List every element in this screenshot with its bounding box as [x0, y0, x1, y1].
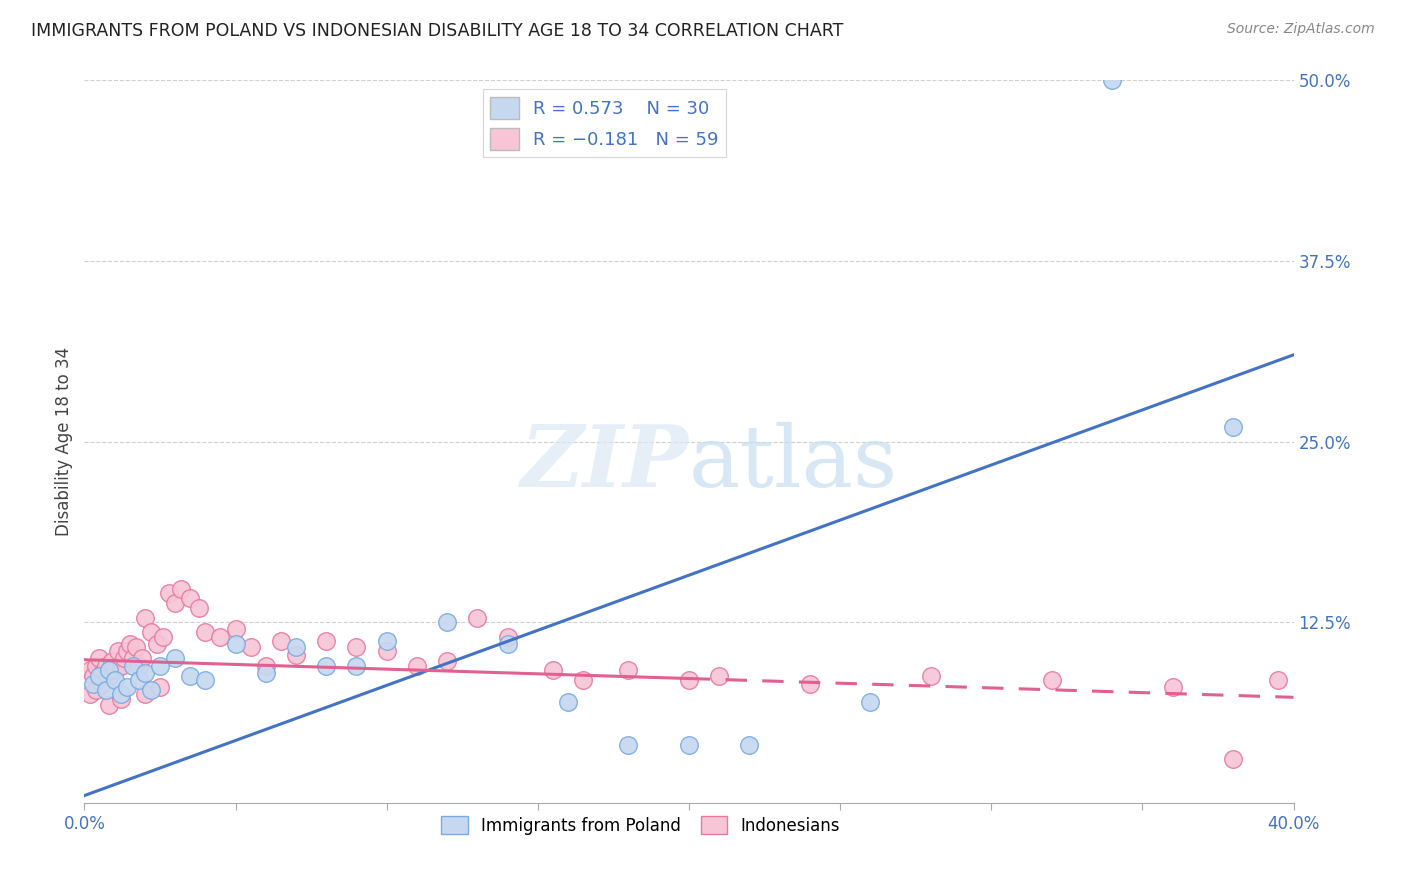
- Point: [1222, 752, 1244, 766]
- Point: [436, 654, 458, 668]
- Point: [104, 663, 127, 677]
- Point: [194, 625, 217, 640]
- Point: [149, 680, 172, 694]
- Point: [496, 630, 519, 644]
- Point: [104, 673, 127, 687]
- Point: [107, 644, 129, 658]
- Point: [110, 687, 132, 701]
- Point: [165, 596, 187, 610]
- Point: [110, 691, 132, 706]
- Point: [139, 625, 162, 640]
- Text: ZIP: ZIP: [522, 421, 689, 505]
- Point: [678, 673, 700, 687]
- Point: [128, 658, 150, 673]
- Point: [118, 637, 141, 651]
- Point: [799, 677, 821, 691]
- Point: [134, 687, 156, 701]
- Point: [209, 630, 232, 644]
- Point: [125, 640, 148, 654]
- Point: [709, 668, 731, 682]
- Point: [100, 654, 122, 668]
- Point: [179, 668, 201, 682]
- Point: [678, 738, 700, 752]
- Point: [315, 634, 337, 648]
- Point: [79, 663, 101, 677]
- Point: [541, 663, 564, 677]
- Point: [859, 695, 882, 709]
- Point: [86, 683, 108, 698]
- Point: [496, 637, 519, 651]
- Point: [194, 673, 217, 687]
- Point: [617, 738, 640, 752]
- Text: IMMIGRANTS FROM POLAND VS INDONESIAN DISABILITY AGE 18 TO 34 CORRELATION CHART: IMMIGRANTS FROM POLAND VS INDONESIAN DIS…: [31, 22, 844, 40]
- Point: [239, 640, 262, 654]
- Text: atlas: atlas: [689, 422, 898, 505]
- Point: [128, 673, 150, 687]
- Point: [97, 668, 120, 682]
- Legend: R = 0.573    N = 30, R = −0.181   N = 59: R = 0.573 N = 30, R = −0.181 N = 59: [482, 89, 725, 157]
- Point: [94, 683, 117, 698]
- Point: [94, 658, 117, 673]
- Point: [285, 648, 308, 663]
- Point: [572, 673, 595, 687]
- Point: [115, 680, 138, 694]
- Point: [179, 591, 201, 605]
- Point: [91, 677, 114, 691]
- Point: [254, 658, 277, 673]
- Point: [1040, 673, 1063, 687]
- Point: [89, 668, 111, 682]
- Point: [97, 698, 120, 712]
- Text: Source: ZipAtlas.com: Source: ZipAtlas.com: [1227, 22, 1375, 37]
- Point: [188, 600, 211, 615]
- Point: [146, 637, 169, 651]
- Point: [82, 668, 104, 682]
- Point: [225, 637, 247, 651]
- Point: [617, 663, 640, 677]
- Point: [134, 611, 156, 625]
- Point: [115, 644, 138, 658]
- Y-axis label: Disability Age 18 to 34: Disability Age 18 to 34: [55, 347, 73, 536]
- Point: [121, 658, 143, 673]
- Point: [920, 668, 942, 682]
- Point: [86, 658, 108, 673]
- Point: [152, 630, 174, 644]
- Point: [436, 615, 458, 630]
- Point: [1101, 73, 1123, 87]
- Point: [1222, 420, 1244, 434]
- Point: [467, 611, 489, 625]
- Point: [346, 658, 368, 673]
- Point: [375, 644, 398, 658]
- Point: [270, 634, 292, 648]
- Point: [375, 634, 398, 648]
- Point: [134, 665, 156, 680]
- Point: [557, 695, 579, 709]
- Point: [406, 658, 429, 673]
- Point: [139, 683, 162, 698]
- Point: [97, 663, 120, 677]
- Point: [346, 640, 368, 654]
- Point: [157, 586, 180, 600]
- Point: [738, 738, 761, 752]
- Point: [285, 640, 308, 654]
- Point: [112, 651, 135, 665]
- Point: [82, 677, 104, 691]
- Point: [170, 582, 193, 596]
- Point: [91, 665, 114, 680]
- Point: [89, 651, 111, 665]
- Point: [131, 651, 153, 665]
- Point: [149, 658, 172, 673]
- Point: [254, 665, 277, 680]
- Point: [225, 623, 247, 637]
- Point: [165, 651, 187, 665]
- Point: [110, 658, 132, 673]
- Point: [315, 658, 337, 673]
- Point: [1161, 680, 1184, 694]
- Point: [121, 651, 143, 665]
- Point: [79, 687, 101, 701]
- Point: [1267, 673, 1289, 687]
